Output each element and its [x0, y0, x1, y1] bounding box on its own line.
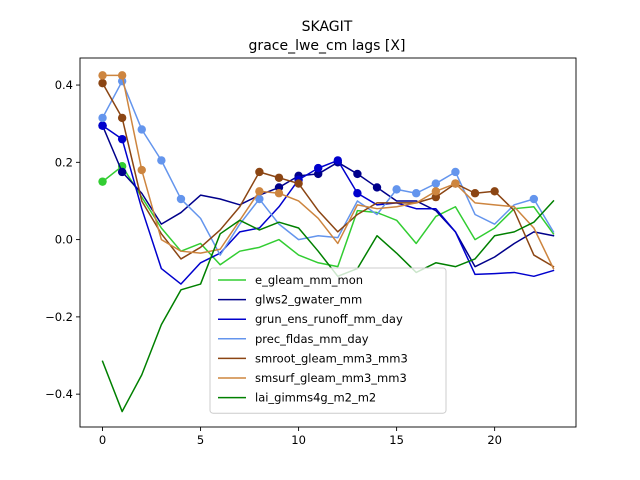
- data-point-glws2_gwater_mm-1: [117, 167, 127, 177]
- legend-label: e_gleam_mm_mon: [255, 273, 363, 287]
- legend-label: smsurf_gleam_mm3_mm3: [255, 371, 407, 385]
- legend-item-glws2_gwater_mm: glws2_gwater_mm: [218, 293, 362, 307]
- data-point-prec_fldas_mm_day-0: [98, 113, 107, 123]
- data-point-smroot_gleam_mm3_mm3-17: [431, 192, 441, 202]
- series-lai_gimms4g_m2_m2: [101, 199, 555, 413]
- legend-item-e_gleam_mm_mon: e_gleam_mm_mon: [218, 273, 363, 287]
- data-point-prec_fldas_mm_day-17: [431, 179, 441, 188]
- legend-label: prec_fldas_mm_day: [255, 332, 369, 346]
- data-point-glws2_gwater_mm-9: [274, 183, 284, 192]
- data-point-smroot_gleam_mm3_mm3-8: [255, 167, 264, 177]
- data-point-prec_fldas_mm_day-8: [255, 194, 264, 204]
- data-point-grun_ens_runoff_mm_day-1: [117, 134, 127, 144]
- y-tick-label: 0.2: [55, 155, 73, 169]
- data-point-smsurf_gleam_mm3_mm3-2: [137, 165, 146, 175]
- data-point-glws2_gwater_mm-14: [372, 183, 382, 192]
- data-point-prec_fldas_mm_day-15: [392, 185, 401, 194]
- y-tick-label: −0.4: [45, 387, 73, 401]
- data-point-smroot_gleam_mm3_mm3-0: [98, 78, 107, 88]
- series-line-prec_fldas_mm_day: [101, 80, 555, 256]
- axes-layer: 0 5 10 15 20 −0.4 −0.2 0.0 0.2 0.4: [45, 57, 577, 447]
- data-point-grun_ens_runoff_mm_day-11: [313, 163, 323, 173]
- data-point-prec_fldas_mm_day-18: [451, 167, 460, 177]
- legend-label: lai_gimms4g_m2_m2: [255, 391, 376, 405]
- data-point-e_gleam_mm_mon-0: [98, 177, 107, 186]
- data-point-smsurf_gleam_mm3_mm3-0: [98, 71, 107, 80]
- chart-title: SKAGIT: [302, 19, 353, 35]
- data-point-grun_ens_runoff_mm_day-12: [333, 156, 343, 165]
- series-glws2_gwater_mm: [98, 121, 555, 268]
- data-point-smsurf_gleam_mm3_mm3-18: [451, 179, 460, 188]
- legend-box: [209, 267, 447, 414]
- legend-item-smsurf_gleam_mm3_mm3: smsurf_gleam_mm3_mm3: [218, 371, 407, 385]
- data-point-grun_ens_runoff_mm_day-13: [353, 189, 362, 198]
- data-point-smsurf_gleam_mm3_mm3-17: [431, 187, 441, 196]
- data-point-smroot_gleam_mm3_mm3-1: [117, 113, 127, 123]
- data-point-smsurf_gleam_mm3_mm3-8: [255, 187, 264, 196]
- x-tick-label: 20: [487, 433, 502, 447]
- data-point-smroot_gleam_mm3_mm3-20: [490, 187, 499, 196]
- series-layer: [98, 71, 555, 413]
- legend-label: glws2_gwater_mm: [255, 293, 362, 307]
- data-point-smsurf_gleam_mm3_mm3-9: [274, 189, 284, 198]
- series-grun_ens_runoff_mm_day: [98, 121, 555, 285]
- legend-item-prec_fldas_mm_day: prec_fldas_mm_day: [218, 332, 369, 346]
- data-point-prec_fldas_mm_day-2: [137, 125, 146, 134]
- series-smsurf_gleam_mm3_mm3: [98, 71, 555, 270]
- data-point-smsurf_gleam_mm3_mm3-1: [117, 71, 127, 80]
- data-point-prec_fldas_mm_day-4: [176, 194, 186, 204]
- x-tick-label: 10: [291, 433, 306, 447]
- x-tick-label: 15: [389, 433, 404, 447]
- series-line-e_gleam_mm_mon: [101, 165, 555, 268]
- series-line-glws2_gwater_mm: [101, 124, 555, 268]
- legend-label: grun_ens_runoff_mm_day: [255, 312, 403, 326]
- data-point-grun_ens_runoff_mm_day-0: [98, 121, 107, 130]
- series-prec_fldas_mm_day: [98, 76, 555, 256]
- series-e_gleam_mm_mon: [98, 161, 555, 268]
- data-point-smroot_gleam_mm3_mm3-10: [294, 179, 303, 188]
- data-point-glws2_gwater_mm-13: [353, 169, 362, 179]
- y-tick-label: 0.0: [55, 233, 73, 247]
- data-point-smroot_gleam_mm3_mm3-9: [274, 173, 284, 182]
- y-tick-label: −0.2: [45, 310, 73, 324]
- legend-item-smroot_gleam_mm3_mm3: smroot_gleam_mm3_mm3: [218, 351, 408, 365]
- legend-item-grun_ens_runoff_mm_day: grun_ens_runoff_mm_day: [218, 312, 403, 326]
- series-line-grun_ens_runoff_mm_day: [101, 124, 555, 285]
- data-point-prec_fldas_mm_day-3: [157, 156, 166, 165]
- series-smroot_gleam_mm3_mm3: [98, 78, 555, 268]
- y-tick-label: 0.4: [55, 78, 73, 92]
- series-line-lai_gimms4g_m2_m2: [101, 199, 555, 413]
- data-point-smroot_gleam_mm3_mm3-19: [470, 189, 480, 198]
- x-tick-label: 0: [99, 433, 106, 447]
- data-point-prec_fldas_mm_day-22: [529, 194, 539, 204]
- data-point-glws2_gwater_mm-11: [313, 169, 323, 179]
- series-line-smsurf_gleam_mm3_mm3: [101, 74, 555, 270]
- legend: e_gleam_mm_mon glws2_gwater_mm grun_ens_ru…: [209, 267, 447, 414]
- plot-frame: [79, 57, 577, 428]
- x-tick-label: 5: [197, 433, 204, 447]
- legend-item-lai_gimms4g_m2_m2: lai_gimms4g_m2_m2: [218, 391, 376, 405]
- legend-label: smroot_gleam_mm3_mm3: [255, 351, 408, 365]
- data-point-prec_fldas_mm_day-16: [412, 189, 421, 198]
- chart-subtitle: grace_lwe_cm lags [X]: [249, 38, 406, 54]
